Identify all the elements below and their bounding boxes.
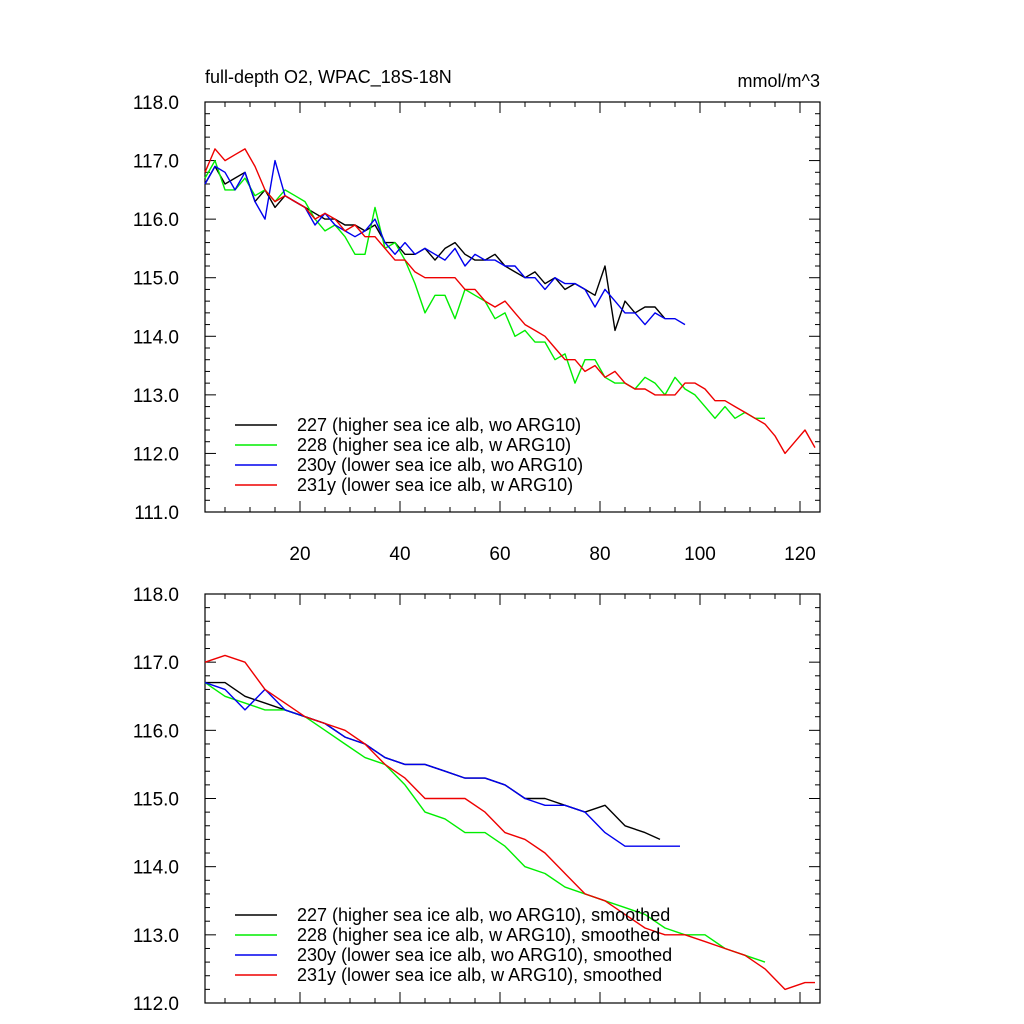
bottom-panel: 112.0 113.0 114.0 115.0 116.0 117.0 118.0 227 (… [133,585,821,1015]
legend-label: 231y (lower sea ice alb, w ARG10) [297,475,573,495]
y-tick-label: 111.0 [134,503,179,524]
legend: 227 (higher sea ice alb, wo ARG10)228 (h… [235,415,583,495]
y-tick-label: 118.0 [133,585,179,606]
units-label: mmol/m^3 [738,71,820,91]
y-tick-label: 115.0 [133,269,179,290]
series-line-4 [204,654,815,991]
series-line-3 [204,681,680,847]
x-tick-label: 120 [784,544,816,565]
x-tick-label: 40 [389,544,410,565]
series-line-1 [204,165,666,332]
series-line-3 [204,159,686,326]
plot-frame [204,101,821,513]
y-tick-label: 114.0 [133,327,179,348]
chart-title: full-depth O2, WPAC_18S-18N [205,67,452,88]
x-tick-label: 60 [489,544,510,565]
y-tick-label: 112.0 [133,994,179,1015]
y-tick-label: 115.0 [133,790,179,811]
x-tick-label: 80 [589,544,610,565]
legend-label: 230y (lower sea ice alb, wo ARG10) [297,455,583,475]
y-tick-label: 116.0 [133,721,179,742]
series-line-1 [205,681,661,841]
y-tick-label: 112.0 [133,444,179,465]
legend-label: 227 (higher sea ice alb, wo ARG10) [297,415,581,435]
top-panel: full-depth O2, WPAC_18S-18N mmol/m^3 111… [133,67,821,565]
x-tick-label: 20 [289,544,310,565]
y-tick-label: 114.0 [133,858,179,879]
y-tick-label: 113.0 [133,926,179,947]
top-plot-area: 111.0 112.0 113.0 114.0 115.0 116.0 117.0 118.0… [133,93,821,565]
y-tick-label: 118.0 [133,93,179,114]
x-tick-label: 100 [684,544,716,565]
legend-label: 228 (higher sea ice alb, w ARG10), smoot… [297,925,660,945]
legend-label: 228 (higher sea ice alb, w ARG10) [297,435,571,455]
legend-label: 231y (lower sea ice alb, w ARG10), smoot… [297,965,662,985]
bottom-plot-area: 112.0 113.0 114.0 115.0 116.0 117.0 118.0 227 (… [133,585,821,1015]
y-tick-label: 113.0 [133,386,179,407]
legend-label: 227 (higher sea ice alb, wo ARG10), smoo… [297,905,670,925]
y-tick-label: 117.0 [133,653,179,674]
y-tick-label: 117.0 [133,152,179,173]
y-tick-label: 116.0 [133,210,179,231]
legend: 227 (higher sea ice alb, wo ARG10), smoo… [235,905,672,985]
series-line-2 [204,159,765,419]
series-line-4 [204,148,816,455]
legend-label: 230y (lower sea ice alb, wo ARG10), smoo… [297,945,672,965]
